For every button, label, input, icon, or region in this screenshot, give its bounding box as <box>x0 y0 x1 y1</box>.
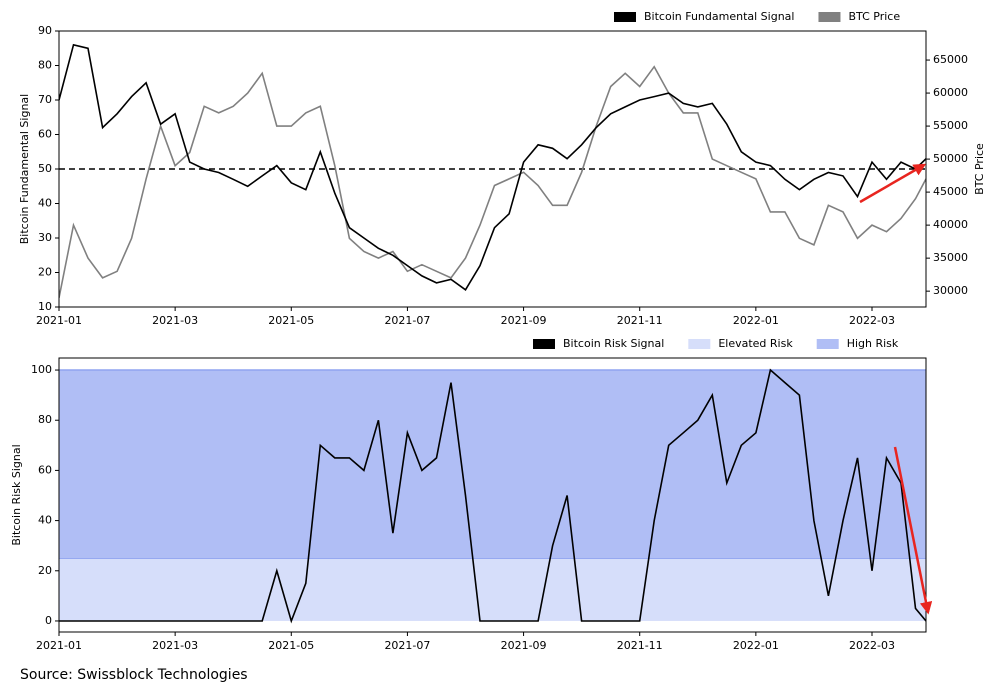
legend-label: Bitcoin Risk Signal <box>563 337 664 350</box>
y-tick-label: 50 <box>38 162 52 175</box>
trend-arrow <box>859 163 927 204</box>
y2-tick-label: 45000 <box>933 185 968 198</box>
y-tick-label: 30 <box>38 231 52 244</box>
y-tick-label: 10 <box>38 300 52 313</box>
risk-band <box>59 370 926 559</box>
x-tick-label: 2022-01 <box>733 314 779 327</box>
y-tick-label: 40 <box>38 514 52 527</box>
y-tick-label: 20 <box>38 564 52 577</box>
x-tick-label: 2021-09 <box>501 639 547 652</box>
source: Source: Swissblock Technologies <box>20 667 248 683</box>
legend-label: Bitcoin Fundamental Signal <box>644 10 794 23</box>
x-tick-label: 2021-05 <box>268 639 314 652</box>
y2-tick-label: 60000 <box>933 86 968 99</box>
series-line <box>59 65 926 298</box>
x-tick-label: 2021-07 <box>384 314 430 327</box>
legend-label: BTC Price <box>848 10 900 23</box>
x-tick-label: 2021-09 <box>501 314 547 327</box>
legend-swatch <box>533 339 555 349</box>
x-tick-label: 2021-01 <box>36 314 82 327</box>
y-tick-label: 0 <box>45 614 52 627</box>
x-tick-label: 2021-03 <box>152 639 198 652</box>
risk-band <box>59 558 926 621</box>
x-tick-label: 2021-07 <box>384 639 430 652</box>
y-tick-label: 90 <box>38 24 52 37</box>
charts: 2021-01 2021-03 2021-05 2021-07 2021-09 2021-… <box>10 10 986 652</box>
legend-label: High Risk <box>847 337 899 350</box>
y-tick-label: 60 <box>38 128 52 141</box>
y2-tick-label: 40000 <box>933 218 968 231</box>
plot-frame <box>58 357 927 633</box>
series-line <box>59 368 926 624</box>
y2-tick-label: 35000 <box>933 251 968 264</box>
legend-label: Elevated Risk <box>718 337 793 350</box>
y-tick-label: 40 <box>38 197 52 210</box>
trend-arrow <box>893 446 933 615</box>
y-tick-label: 20 <box>38 266 52 279</box>
y2-tick-label: 30000 <box>933 284 968 297</box>
legend-swatch <box>816 339 839 349</box>
x-tick-label: 2022-01 <box>733 639 779 652</box>
x-tick-label: 2021-11 <box>617 639 663 652</box>
x-tick-label: 2022-03 <box>849 314 895 327</box>
y2-tick-label: 55000 <box>933 119 968 132</box>
legend-swatch <box>688 339 711 349</box>
x-tick-label: 2021-05 <box>268 314 314 327</box>
legend-swatch <box>818 12 841 22</box>
x-tick-label: 2021-03 <box>152 314 198 327</box>
y-axis-label: Bitcoin Fundamental Signal <box>18 94 31 244</box>
y-tick-label: 80 <box>38 413 52 426</box>
y-tick-label: 100 <box>31 363 52 376</box>
y-axis-label: Bitcoin Risk Signal <box>10 444 23 545</box>
series-line <box>59 43 926 291</box>
y2-tick-label: 50000 <box>933 152 968 165</box>
x-tick-label: 2021-11 <box>617 314 663 327</box>
y2-axis-label: BTC Price <box>973 143 986 195</box>
x-tick-label: 2021-01 <box>36 639 82 652</box>
x-tick-label: 2022-03 <box>849 639 895 652</box>
legend-swatch <box>614 12 636 22</box>
y-tick-label: 60 <box>38 463 52 476</box>
y2-tick-label: 65000 <box>933 53 968 66</box>
y-tick-label: 70 <box>38 93 52 106</box>
y-tick-label: 80 <box>38 59 52 72</box>
